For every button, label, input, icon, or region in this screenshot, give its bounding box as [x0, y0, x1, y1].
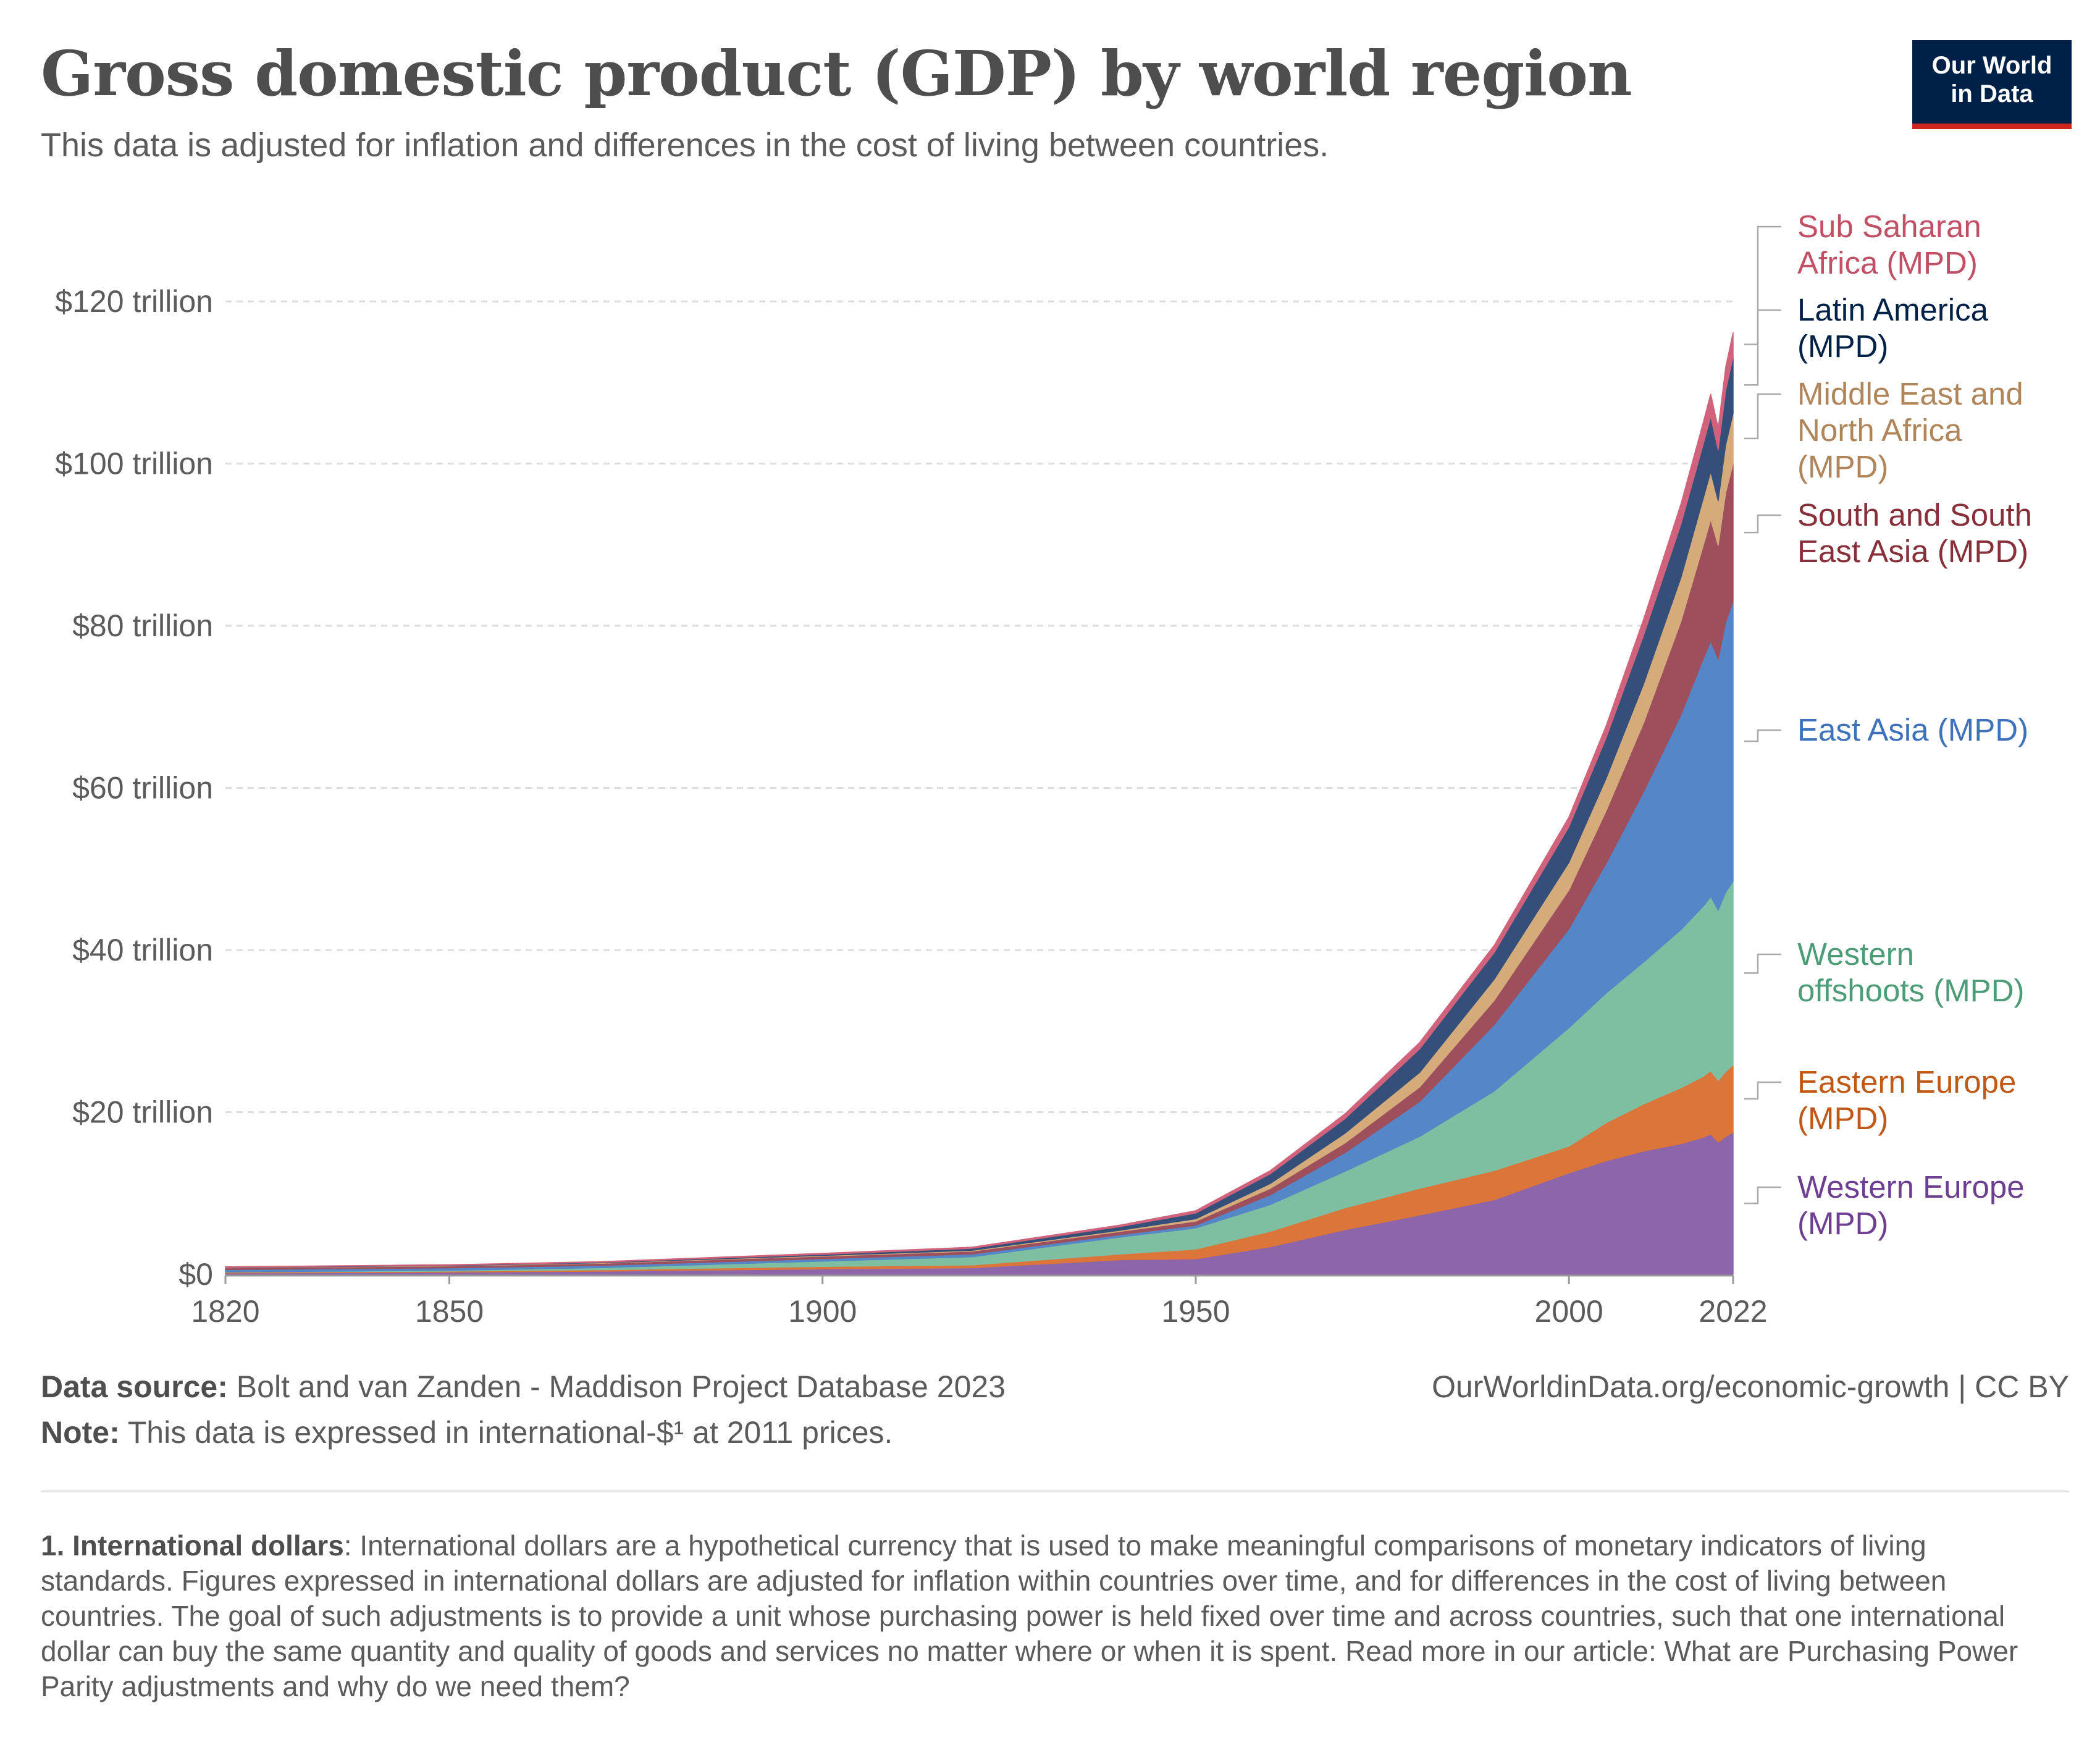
- y-tick-label: $80 trillion: [72, 608, 213, 643]
- series-label-text: North Africa: [1797, 413, 1962, 448]
- y-tick-label: $20 trillion: [72, 1095, 213, 1130]
- footnote-divider: [41, 1491, 2069, 1492]
- x-tick-label: 1820: [191, 1294, 259, 1329]
- series-label-text: (MPD): [1797, 1206, 1888, 1241]
- x-tick-label: 2022: [1699, 1294, 1767, 1329]
- footer-source: Data source: Bolt and van Zanden - Maddi…: [41, 1364, 1006, 1455]
- area-series: [225, 332, 1734, 1275]
- series-label-text: Western: [1797, 936, 1914, 972]
- label-connector: [1744, 953, 1781, 974]
- y-tick-label: $100 trillion: [55, 447, 213, 481]
- label-connector: [1744, 1081, 1781, 1100]
- series-label-text: South and South: [1797, 497, 2032, 532]
- series-label-eastern-europe-mpd[interactable]: Eastern Europe(MPD): [1744, 1064, 2016, 1136]
- y-tick-label: $0: [178, 1257, 213, 1292]
- series-label-text: (MPD): [1797, 329, 1888, 364]
- x-tick-label: 1900: [788, 1294, 857, 1329]
- footnote: 1. International dollars: International …: [41, 1528, 2067, 1704]
- series-label-east-asia-mpd[interactable]: East Asia (MPD): [1744, 712, 2028, 747]
- source-url-link[interactable]: OurWorldinData.org/economic-growth | CC …: [1432, 1369, 2069, 1404]
- logo-line-1: Our World: [1931, 52, 2052, 79]
- data-source-line: Data source: Bolt and van Zanden - Maddi…: [41, 1364, 1006, 1410]
- series-label-text: East Asia (MPD): [1797, 712, 2028, 747]
- note-text: This data is expressed in international-…: [127, 1415, 893, 1450]
- series-label-western-europe-mpd[interactable]: Western Europe(MPD): [1744, 1169, 2025, 1241]
- footnote-label: 1. International dollars: [41, 1529, 344, 1562]
- series-label-text: (MPD): [1797, 449, 1888, 484]
- series-label-text: (MPD): [1797, 1101, 1888, 1136]
- owid-logo[interactable]: Our World in Data: [1912, 40, 2072, 129]
- x-tick-label: 2000: [1535, 1294, 1603, 1329]
- x-axis-ticks: 1820 1850 1900 1950 2000 2022: [191, 1276, 1768, 1329]
- data-source-text[interactable]: Bolt and van Zanden - Maddison Project D…: [236, 1369, 1006, 1404]
- label-connector: [1744, 1186, 1781, 1205]
- label-connector: [1744, 225, 1781, 345]
- chart-title: Gross domestic product (GDP) by world re…: [41, 37, 1632, 110]
- label-connector: [1744, 393, 1781, 440]
- chart-subtitle: This data is adjusted for inflation and …: [41, 127, 1329, 164]
- stacked-area-chart: $0 $20 trillion $40 trillion $60 trillion $8…: [55, 209, 2032, 1329]
- area-sub-saharan-africa-mpd[interactable]: [225, 332, 1734, 1268]
- series-label-text: Middle East and: [1797, 376, 2023, 411]
- footnote-text: : International dollars are a hypothetic…: [41, 1529, 2018, 1702]
- x-tick-label: 1950: [1161, 1294, 1230, 1329]
- label-connector: [1744, 514, 1781, 534]
- series-label-text: Sub Saharan: [1797, 209, 1981, 244]
- series-label-text: Eastern Europe: [1797, 1064, 2016, 1100]
- series-label-text: Western Europe: [1797, 1169, 2025, 1205]
- series-label-text: offshoots (MPD): [1797, 973, 2025, 1008]
- data-source-label: Data source:: [41, 1369, 228, 1404]
- y-tick-label: $60 trillion: [72, 771, 213, 805]
- note-label: Note:: [41, 1415, 120, 1450]
- y-tick-label: $120 trillion: [55, 284, 213, 319]
- logo-line-2: in Data: [1951, 80, 2033, 107]
- series-label-latin-america-mpd[interactable]: Latin America(MPD): [1744, 292, 1989, 386]
- label-connector: [1744, 309, 1781, 386]
- x-tick-label: 1850: [415, 1294, 484, 1329]
- series-label-text: Latin America: [1797, 292, 1989, 327]
- note-line: Note: This data is expressed in internat…: [41, 1410, 1006, 1455]
- series-label-text: Africa (MPD): [1797, 245, 1978, 280]
- y-axis-ticks: $0 $20 trillion $40 trillion $60 trillion $8…: [55, 284, 213, 1292]
- series-label-text: East Asia (MPD): [1797, 534, 2028, 569]
- y-tick-label: $40 trillion: [72, 933, 213, 967]
- label-connector: [1744, 729, 1781, 742]
